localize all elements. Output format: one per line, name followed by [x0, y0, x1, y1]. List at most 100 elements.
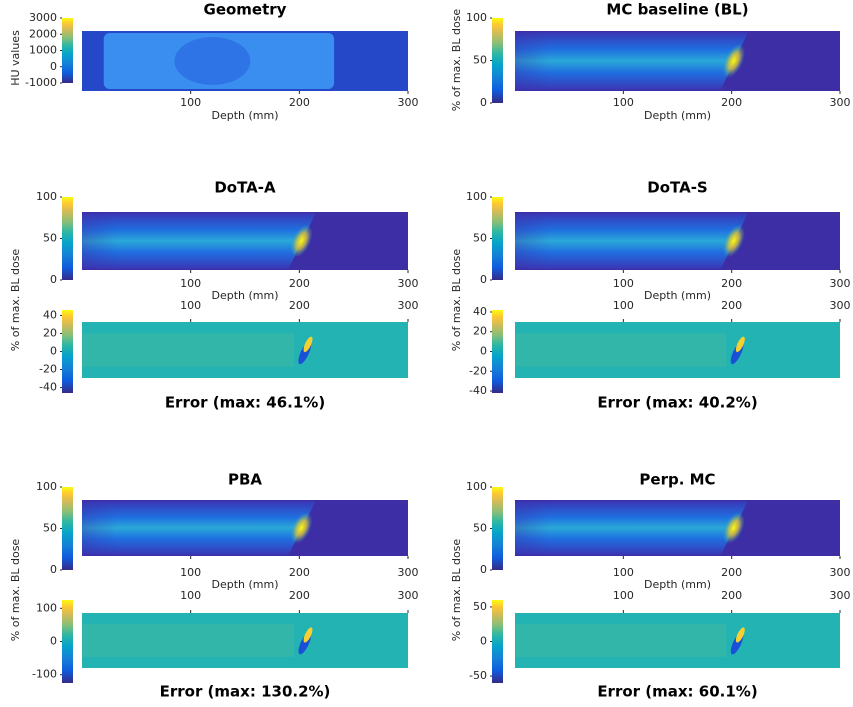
- colorbar-tick-label: 2000: [29, 27, 57, 40]
- image-tint: [82, 333, 294, 367]
- x-axis-label: Depth (mm): [211, 109, 278, 122]
- heatmap-image: [515, 322, 840, 378]
- y-axis-label: % of max. BL dose: [450, 249, 463, 352]
- panel-title: Error (max: 130.2%): [160, 683, 331, 701]
- x-tick-label: 100: [613, 277, 634, 290]
- heatmap-image: [82, 31, 408, 91]
- beam-entry: [515, 32, 748, 90]
- colorbar-tick-label: 0: [480, 96, 487, 109]
- colorbar-tick-label: 50: [473, 522, 487, 535]
- colorbar: [492, 197, 503, 280]
- colorbar-tick-label: 3000: [29, 11, 57, 24]
- colorbar-tick-label: 0: [480, 563, 487, 576]
- colorbar: [62, 197, 73, 280]
- x-axis-label: Depth (mm): [644, 578, 711, 591]
- x-tick-label: 100: [613, 566, 634, 579]
- colorbar-tick-label: 100: [36, 601, 57, 614]
- x-tick-label: 200: [721, 299, 742, 312]
- panel-title: Geometry: [204, 1, 287, 19]
- heatmap-image: [515, 613, 840, 668]
- x-tick-label: 300: [830, 566, 851, 579]
- panel-title: Perp. MC: [639, 471, 715, 489]
- colorbar-tick-label: 0: [50, 345, 57, 358]
- colorbar: [62, 310, 73, 393]
- colorbar-tick-label: 40: [43, 308, 57, 321]
- colorbar-tick-label: 100: [36, 190, 57, 203]
- colorbar-tick-label: 0: [50, 273, 57, 286]
- colorbar-tick-label: 100: [466, 190, 487, 203]
- colorbar: [62, 487, 73, 570]
- panel-title: DoTA-A: [214, 179, 276, 197]
- colorbar-tick-label: -40: [39, 381, 57, 394]
- x-tick-label: 200: [721, 277, 742, 290]
- colorbar-tick-label: -20: [39, 363, 57, 376]
- x-tick-label: 300: [398, 277, 419, 290]
- x-tick-label: 300: [830, 96, 851, 109]
- colorbar-tick-label: -1000: [25, 76, 57, 89]
- colorbar-tick-label: 50: [473, 600, 487, 613]
- colorbar-tick-label: 100: [36, 480, 57, 493]
- panel-title: Error (max: 40.2%): [597, 394, 757, 412]
- x-tick-label: 200: [721, 96, 742, 109]
- heatmap-image: [82, 613, 408, 668]
- beam-entry: [515, 501, 748, 555]
- colorbar-tick-label: -100: [32, 668, 57, 681]
- x-axis-label: Depth (mm): [211, 578, 278, 591]
- beam-entry: [515, 213, 748, 269]
- panel-title: MC baseline (BL): [606, 1, 748, 19]
- panel-title: PBA: [228, 471, 262, 489]
- lung-region: [174, 37, 250, 85]
- x-tick-label: 100: [180, 299, 201, 312]
- x-tick-label: 200: [721, 589, 742, 602]
- y-axis-label: HU values: [9, 30, 22, 86]
- colorbar-tick-label: 50: [473, 54, 487, 67]
- y-axis-label: % of max. BL dose: [9, 249, 22, 352]
- x-tick-label: 100: [180, 277, 201, 290]
- colorbar-tick-label: 0: [480, 635, 487, 648]
- heatmap-image: [515, 212, 840, 270]
- figure: Geometry-10000100020003000100200300Depth…: [0, 0, 853, 707]
- colorbar-tick-label: 1000: [29, 44, 57, 57]
- colorbar-tick-label: 40: [473, 305, 487, 318]
- panel-title: Error (max: 46.1%): [165, 394, 325, 412]
- x-tick-label: 200: [289, 589, 310, 602]
- x-tick-label: 200: [289, 277, 310, 290]
- x-tick-label: 100: [180, 96, 201, 109]
- colorbar-tick-label: -40: [469, 384, 487, 397]
- beam-entry: [82, 501, 316, 555]
- x-tick-label: 200: [721, 566, 742, 579]
- x-tick-label: 300: [398, 566, 419, 579]
- y-axis-label: % of max. BL dose: [450, 9, 463, 112]
- x-tick-label: 100: [180, 566, 201, 579]
- image-tint: [515, 624, 726, 657]
- x-axis-label: Depth (mm): [644, 289, 711, 302]
- x-tick-label: 300: [398, 589, 419, 602]
- y-axis-label: % of max. BL dose: [450, 539, 463, 642]
- y-axis-label: % of max. BL dose: [9, 539, 22, 642]
- heatmap-image: [82, 322, 408, 378]
- x-tick-label: 100: [613, 96, 634, 109]
- colorbar-tick-label: 100: [466, 11, 487, 24]
- colorbar-tick-label: 0: [480, 273, 487, 286]
- colorbar-tick-label: 0: [480, 345, 487, 358]
- x-tick-label: 200: [289, 96, 310, 109]
- image-tint: [82, 624, 294, 657]
- colorbar-tick-label: 0: [50, 60, 57, 73]
- colorbar-tick-label: 0: [50, 563, 57, 576]
- x-tick-label: 100: [613, 299, 634, 312]
- heatmap-image: [82, 212, 408, 270]
- colorbar-tick-label: 50: [473, 232, 487, 245]
- x-tick-label: 300: [398, 299, 419, 312]
- colorbar-tick-label: 50: [43, 522, 57, 535]
- x-tick-label: 300: [830, 299, 851, 312]
- colorbar: [492, 600, 503, 683]
- colorbar-tick-label: 20: [43, 326, 57, 339]
- colorbar: [492, 18, 503, 103]
- x-tick-label: 100: [613, 589, 634, 602]
- x-tick-label: 100: [180, 589, 201, 602]
- x-axis-label: Depth (mm): [644, 109, 711, 122]
- colorbar: [492, 310, 503, 393]
- x-tick-label: 300: [830, 277, 851, 290]
- colorbar-tick-label: 50: [43, 232, 57, 245]
- colorbar: [62, 600, 73, 683]
